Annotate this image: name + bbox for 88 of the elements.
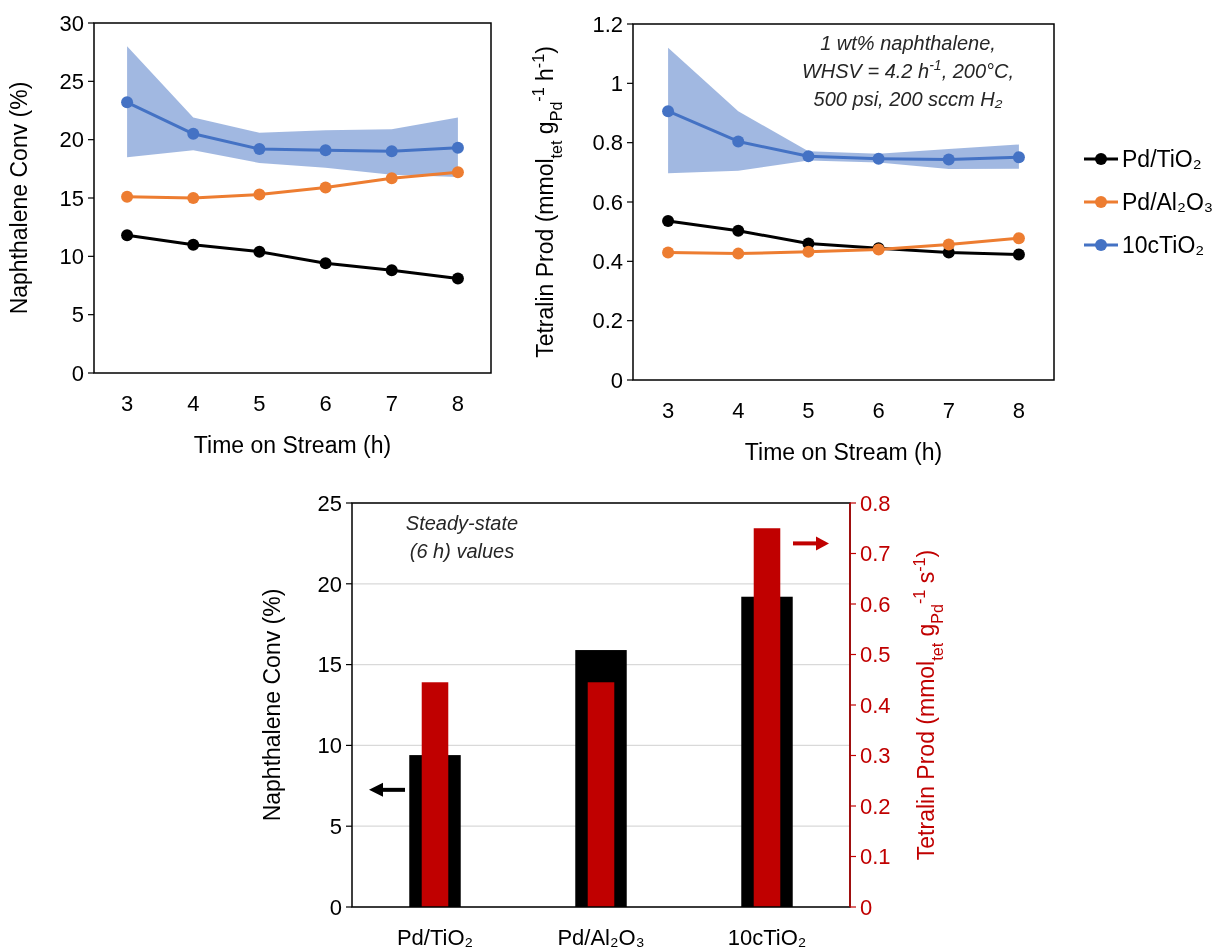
- y-tick-label: 25: [59, 69, 84, 95]
- point: [732, 224, 745, 237]
- x-axis-title: Time on Stream (h): [193, 432, 392, 458]
- y-axis-title: Naphthalene Conv (%): [259, 588, 285, 822]
- point: [662, 214, 675, 227]
- point: [732, 247, 745, 260]
- point: [451, 141, 464, 154]
- point: [1012, 248, 1025, 261]
- y2-tick-label: 0.6: [860, 591, 891, 617]
- y-tick-label: 0: [610, 367, 623, 393]
- x-tick-label: 5: [253, 391, 266, 416]
- point: [187, 238, 200, 251]
- x-tick-label: 5: [802, 398, 815, 423]
- point: [662, 246, 675, 259]
- y-tick-label: 20: [317, 571, 342, 597]
- point: [319, 144, 332, 157]
- point: [1012, 151, 1025, 164]
- point: [319, 181, 332, 194]
- point: [942, 153, 955, 166]
- x-tick-label: 8: [451, 391, 465, 416]
- annotation: (6 h) values: [409, 540, 515, 562]
- point: [451, 166, 464, 179]
- x-tick-label: 4: [187, 391, 200, 416]
- annotation: Steady-state: [405, 512, 519, 534]
- y-tick-label: 0.8: [592, 130, 623, 156]
- y2-tick-label: 0.7: [860, 541, 891, 567]
- y2-tick-label: 0.4: [860, 692, 891, 718]
- y-tick-label: 20: [59, 127, 84, 153]
- y-tick-label: 30: [59, 10, 84, 36]
- annotation: 1 wt% naphthalene,: [820, 32, 996, 54]
- legend-label: Pd/TiO₂: [1122, 146, 1202, 173]
- y-tick-label: 25: [317, 490, 342, 516]
- point: [121, 229, 134, 242]
- x-tick-label: 7: [942, 398, 955, 423]
- legend-label: 10cTiO₂: [1122, 232, 1205, 259]
- legend-label: Pd/Al₂O₃: [1122, 189, 1214, 216]
- y2-tick-label: 0.1: [860, 844, 891, 870]
- point: [942, 238, 955, 251]
- x-tick-label: 3: [120, 391, 134, 416]
- x-tick-label: 6: [319, 391, 332, 416]
- y-tick-label: 1: [610, 71, 623, 97]
- y-tick-label: 10: [59, 244, 84, 270]
- x-axis-title: Time on Stream (h): [744, 439, 943, 465]
- point: [385, 145, 398, 158]
- point: [187, 192, 200, 204]
- point: [385, 172, 398, 185]
- point: [253, 188, 266, 201]
- y2-tick-label: 0.3: [860, 743, 891, 769]
- y-tick-label: 15: [317, 652, 342, 678]
- point: [253, 245, 266, 258]
- y2-tick-label: 0.2: [860, 793, 891, 819]
- point: [732, 135, 745, 148]
- point: [802, 150, 815, 163]
- x-tick-label: 3: [661, 398, 675, 423]
- y-tick-label: 0.6: [592, 189, 623, 215]
- x-tick-label: 10cTiO₂: [727, 925, 807, 948]
- x-tick-label: 7: [385, 391, 398, 416]
- y-tick-label: 5: [329, 813, 342, 839]
- point: [319, 257, 332, 270]
- y-tick-label: 5: [71, 302, 84, 328]
- annotation: WHSV = 4.2 h$^{-1}$, 200°C,: [801, 57, 1015, 82]
- y-axis-title: Naphthalene Conv (%): [6, 81, 32, 315]
- annotation: 500 psi, 200 sccm H₂: [813, 88, 1003, 110]
- point: [253, 143, 266, 155]
- point: [187, 127, 200, 140]
- y-tick-label: 0: [329, 894, 342, 920]
- x-tick-label: 4: [732, 398, 745, 423]
- point: [802, 245, 815, 258]
- y2-tick-label: 0.5: [860, 642, 891, 668]
- y-tick-label: 15: [59, 185, 84, 211]
- y-tick-label: 0.4: [592, 249, 623, 275]
- y-tick-label: 10: [317, 733, 342, 759]
- y-tick-label: 0.2: [592, 308, 623, 334]
- x-tick-label: 6: [872, 398, 885, 423]
- y2-tick-label: 0: [860, 894, 873, 920]
- point: [121, 190, 134, 203]
- y-tick-label: 0: [71, 360, 84, 386]
- point: [1012, 232, 1025, 245]
- x-tick-label: Pd/Al₂O₃: [557, 925, 645, 948]
- x-tick-label: 8: [1012, 398, 1026, 423]
- point: [451, 272, 464, 285]
- point: [662, 105, 675, 118]
- point: [872, 152, 885, 165]
- y-tick-label: 1.2: [592, 11, 623, 37]
- point: [121, 96, 134, 109]
- x-tick-label: Pd/TiO₂: [396, 925, 474, 948]
- y2-tick-label: 0.8: [860, 490, 891, 516]
- point: [385, 264, 398, 277]
